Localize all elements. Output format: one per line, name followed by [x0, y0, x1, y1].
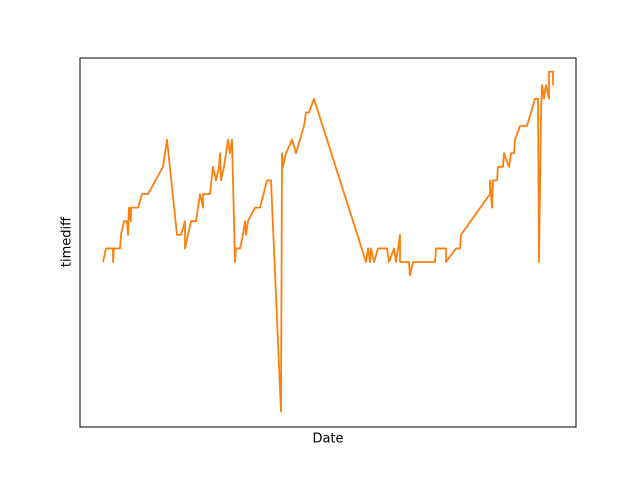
- data-line: [102, 70, 554, 413]
- plot-frame: [79, 57, 577, 428]
- y-axis-label: timediff: [60, 216, 75, 267]
- x-axis-label: Date: [312, 432, 343, 447]
